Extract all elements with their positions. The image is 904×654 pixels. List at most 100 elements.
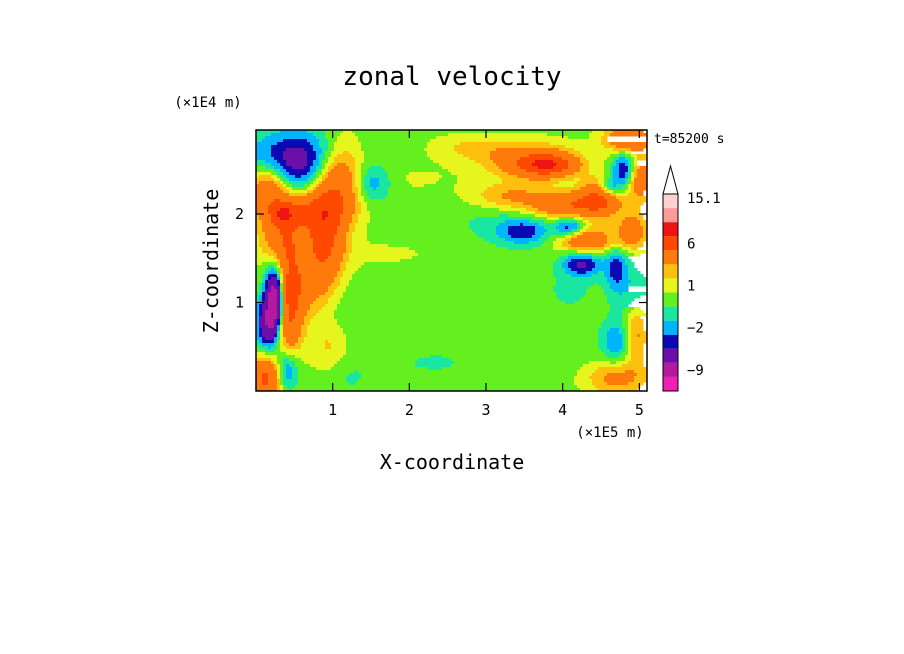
field-cell: [283, 190, 290, 194]
field-cell: [604, 184, 608, 188]
field-cell: [625, 172, 629, 176]
field-cell: [604, 319, 623, 323]
field-cell: [265, 298, 269, 302]
field-cell: [613, 250, 620, 254]
field-cell: [283, 334, 302, 338]
field-cell: [358, 136, 437, 140]
field-cell: [310, 175, 317, 179]
field-cell: [457, 175, 500, 179]
field-cell: [469, 226, 497, 230]
field-cell: [292, 214, 323, 218]
field-cell: [280, 271, 284, 275]
field-cell: [277, 160, 287, 164]
field-cell: [349, 229, 356, 233]
field-cell: [262, 343, 275, 347]
field-cell: [301, 292, 326, 296]
field-cell: [256, 334, 260, 338]
field-cell: [583, 232, 605, 236]
field-cell: [274, 265, 278, 269]
field-cell: [322, 166, 326, 170]
field-cell: [628, 283, 647, 287]
field-cell: [595, 385, 641, 389]
field-cell: [634, 157, 638, 161]
field-cell: [355, 382, 575, 386]
field-cell: [286, 301, 299, 305]
colorbar: 15.161−2−9: [662, 164, 721, 392]
field-cell: [295, 247, 314, 251]
field-cell: [631, 346, 644, 350]
field-cell: [340, 358, 419, 362]
field-cell: [571, 274, 593, 278]
field-cell: [283, 382, 299, 386]
field-cell: [637, 217, 644, 221]
field-cell: [616, 160, 629, 164]
field-cell: [340, 190, 353, 194]
field-cell: [262, 340, 275, 344]
field-cell: [415, 250, 578, 254]
field-cell: [334, 280, 341, 284]
field-cell: [370, 217, 476, 221]
field-cell: [607, 187, 611, 191]
field-cell: [277, 175, 281, 179]
field-cell: [283, 151, 308, 155]
field-cell: [631, 187, 635, 191]
field-cell: [631, 247, 638, 251]
field-cell: [289, 310, 296, 314]
field-cell: [367, 190, 389, 194]
field-cell: [622, 316, 629, 320]
field-cell: [637, 175, 647, 179]
field-cell: [280, 337, 284, 341]
field-cell: [409, 181, 437, 185]
field-cell: [631, 160, 635, 164]
field-cell: [259, 304, 263, 308]
field-cell: [574, 154, 584, 158]
field-cell: [637, 241, 644, 245]
field-cell: [283, 289, 287, 293]
field-cell: [298, 226, 308, 230]
field-cell: [283, 295, 287, 299]
field-cell: [280, 286, 284, 290]
field-cell: [628, 346, 632, 350]
field-cell: [625, 178, 629, 182]
field-cell: [385, 196, 461, 200]
field-cell: [259, 217, 272, 221]
field-cell: [298, 376, 347, 380]
colorbar-label: 6: [687, 236, 695, 252]
field-cell: [259, 310, 263, 314]
field-cell: [625, 337, 629, 341]
field-cell: [637, 193, 644, 197]
field-cell: [298, 301, 314, 305]
field-cell: [286, 385, 296, 389]
field-cell: [265, 286, 269, 290]
field-cell: [577, 199, 608, 203]
field-cell: [619, 163, 626, 167]
field-cell: [262, 292, 266, 296]
field-cell: [607, 373, 638, 377]
field-cell: [502, 169, 527, 173]
field-cell: [352, 220, 359, 224]
field-cell: [256, 307, 260, 311]
field-cell: [286, 160, 308, 164]
velocity-field: [256, 130, 647, 392]
field-cell: [280, 310, 284, 314]
field-cell: [427, 151, 458, 155]
field-cell: [619, 199, 647, 203]
field-cell: [334, 157, 356, 161]
field-cell: [334, 292, 344, 296]
field-cell: [370, 196, 386, 200]
field-cell: [280, 316, 284, 320]
field-cell: [352, 235, 368, 239]
field-cell: [352, 187, 359, 191]
field-cell: [262, 310, 266, 314]
field-cell: [277, 304, 281, 308]
field-cell: [577, 235, 608, 239]
field-cell: [256, 238, 260, 242]
field-cell: [271, 202, 293, 206]
field-cell: [316, 157, 320, 161]
field-cell: [343, 199, 356, 203]
field-cell: [616, 193, 629, 197]
field-cell: [367, 232, 476, 236]
field-cell: [598, 328, 611, 332]
field-cell: [595, 370, 626, 374]
field-cell: [256, 205, 269, 209]
